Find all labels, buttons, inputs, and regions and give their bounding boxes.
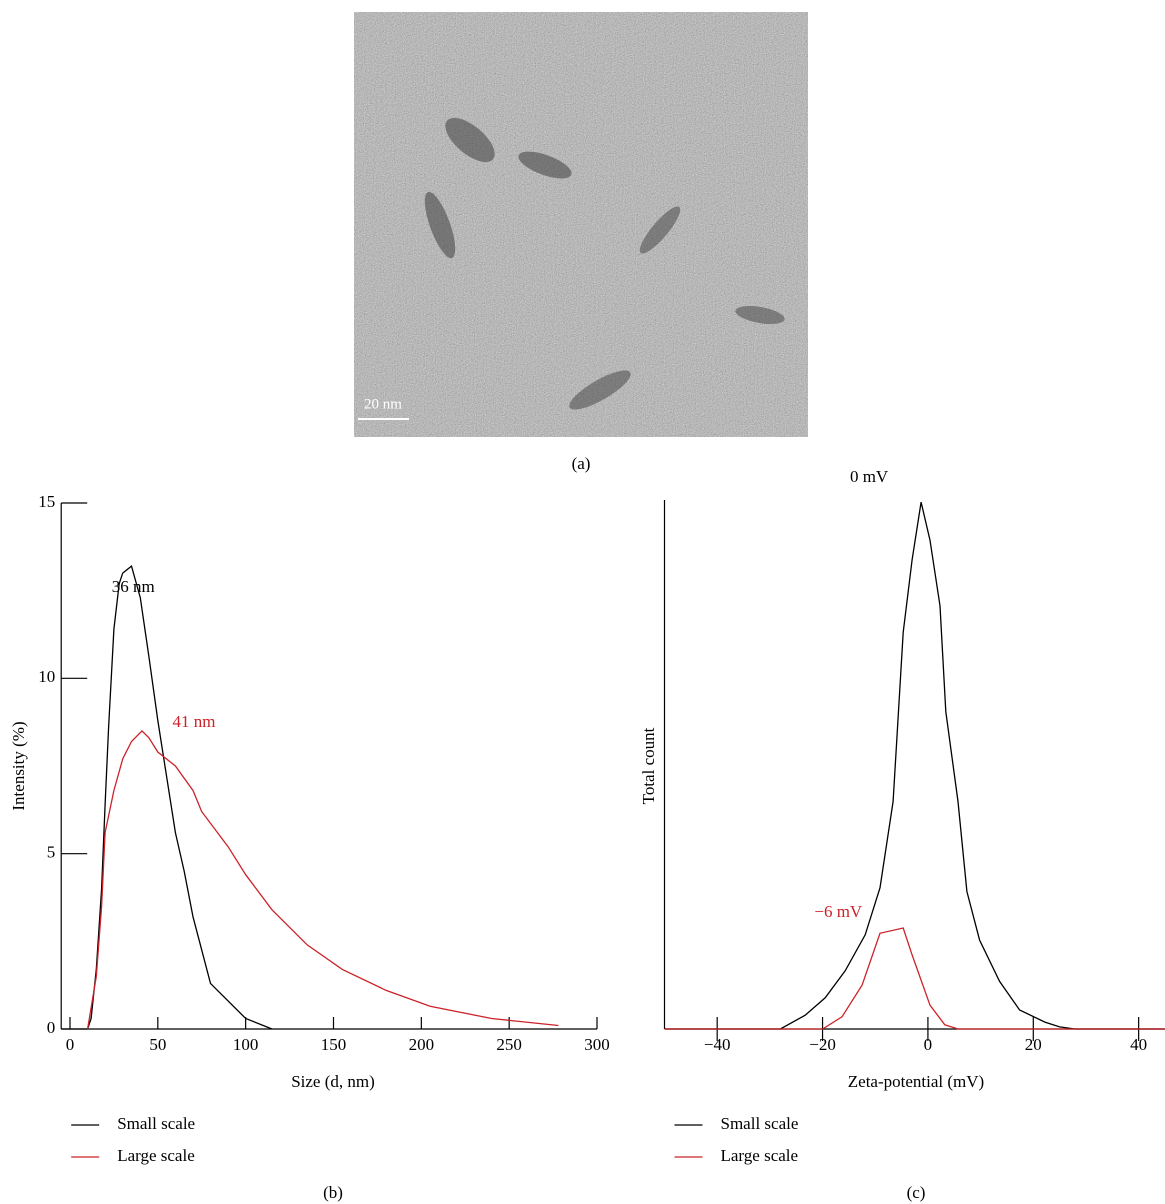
caption: (a) <box>572 454 591 473</box>
line-series <box>665 502 1165 1029</box>
y-tick-label: 0 <box>47 1018 56 1037</box>
x-tick-label: 150 <box>321 1035 347 1054</box>
scale-bar-label: 20 nm <box>364 396 402 412</box>
x-tick-label: 50 <box>149 1035 166 1054</box>
annotation: 41 nm <box>173 712 216 731</box>
y-tick-label: 5 <box>47 843 56 862</box>
legend-label: Small scale <box>117 1114 195 1133</box>
x-tick-label: 40 <box>1130 1035 1147 1054</box>
line-series <box>665 928 1165 1029</box>
y-axis-label: Total count <box>639 727 658 804</box>
caption: (c) <box>907 1183 926 1202</box>
tem-image: 20 nm <box>354 12 808 437</box>
annotation: 36 nm <box>112 577 155 596</box>
annotation: −6 mV <box>814 902 863 921</box>
y-axis-label: Intensity (%) <box>9 721 28 810</box>
x-tick-label: 250 <box>496 1035 522 1054</box>
legend-label: Small scale <box>721 1114 799 1133</box>
x-tick-label: 0 <box>66 1035 75 1054</box>
x-tick-label: −20 <box>809 1035 836 1054</box>
tem-texture <box>354 12 808 437</box>
y-tick-label: 10 <box>38 667 55 686</box>
x-tick-label: 0 <box>924 1035 933 1054</box>
line-series <box>88 566 272 1029</box>
x-tick-label: 200 <box>409 1035 435 1054</box>
figure: 20 nm (a) 050100150200250300051015Intens… <box>0 0 1165 1204</box>
legend-label: Large scale <box>721 1146 799 1165</box>
x-axis-label: Size (d, nm) <box>291 1072 375 1091</box>
x-tick-label: 20 <box>1025 1035 1042 1054</box>
line-series <box>88 731 559 1029</box>
x-tick-label: 100 <box>233 1035 259 1054</box>
x-tick-label: −40 <box>704 1035 731 1054</box>
x-tick-label: 300 <box>584 1035 610 1054</box>
legend-label: Large scale <box>117 1146 195 1165</box>
x-axis-label: Zeta-potential (mV) <box>848 1072 984 1091</box>
annotation: 0 mV <box>850 467 889 486</box>
caption: (b) <box>323 1183 343 1202</box>
y-tick-label: 15 <box>38 492 55 511</box>
